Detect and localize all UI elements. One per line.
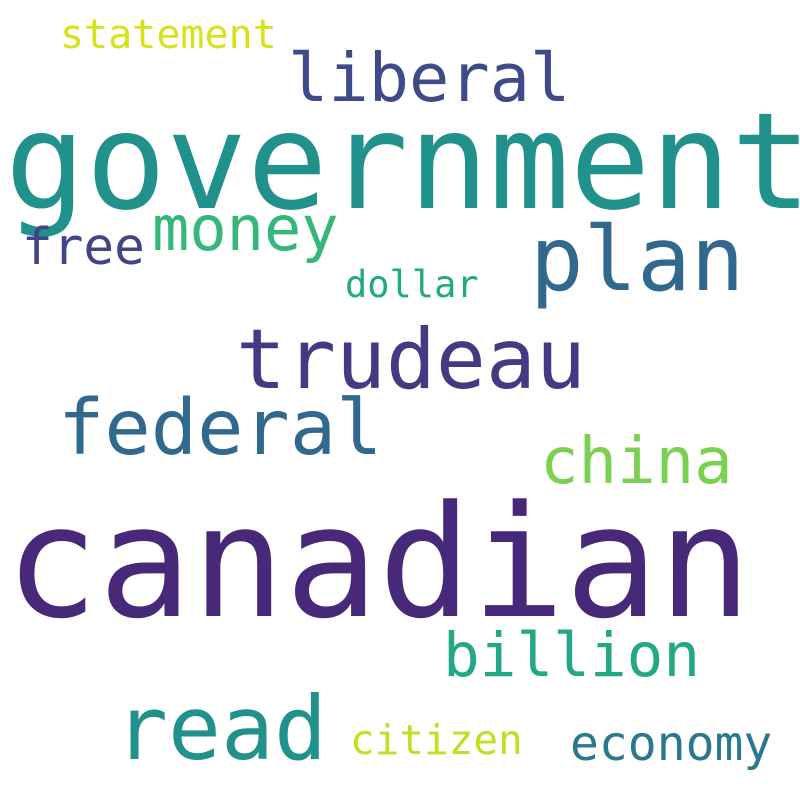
word-economy: economy [570,716,773,772]
word-read: read [115,677,327,780]
word-government: government [5,84,800,240]
word-billion: billion [443,620,701,691]
word-money: money [152,192,339,265]
word-federal: federal [58,384,383,473]
word-dollar: dollar [345,263,479,306]
word-free: free [22,218,145,277]
word-trudeau: trudeau [236,311,586,408]
word-statement: statement [60,12,277,58]
word-canadian: canadian [5,472,752,653]
word-plan: plan [530,207,745,311]
word-citizen: citizen [350,716,523,764]
word-liberal: liberal [288,39,571,117]
word-china: china [540,425,733,499]
